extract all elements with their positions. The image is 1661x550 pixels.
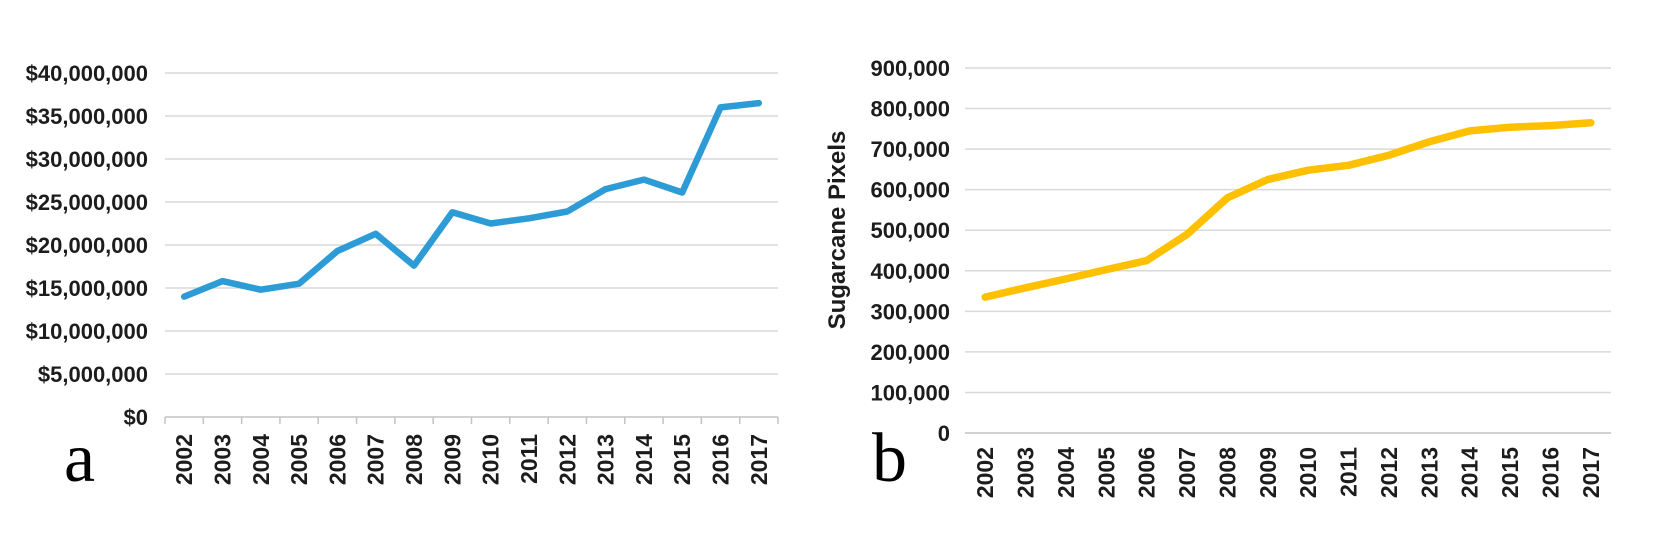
y-tick-label: $0 [124,405,148,430]
x-tick-label: 2013 [1416,447,1442,498]
x-tick-label: 2003 [209,434,235,485]
x-tick-label: 2005 [1093,447,1119,498]
series-line-a [180,99,763,300]
y-tick-label: 100,000 [870,380,950,405]
x-tick-label: 2014 [1457,447,1483,498]
y-tick-label: $15,000,000 [26,276,148,301]
x-tick-label: 2011 [516,434,542,484]
x-tick-label: 2004 [248,434,274,485]
x-tick-label: 2009 [1255,447,1281,498]
y-tick-label: 400,000 [870,259,950,284]
x-tick-label: 2008 [401,434,427,485]
chart-a-revenue-line-chart: $0 $5,000,000 $10,000,000 $15,000,000 $20,00… [26,61,779,485]
y-tick-label: $30,000,000 [26,147,148,172]
x-tick-label: 2016 [708,434,734,485]
y-tick-label: 700,000 [870,137,950,162]
x-tick-label: 2015 [669,434,695,485]
x-tick-label: 2008 [1214,447,1240,498]
y-tick-label: $5,000,000 [38,362,148,387]
panel-b-label: b [872,420,907,497]
x-tick-label: 2013 [593,434,619,485]
y-tick-label: $10,000,000 [26,319,148,344]
x-tick-label: 2014 [631,434,657,485]
y-tick-label: 300,000 [870,299,950,324]
x-tick-label: 2011 [1336,447,1362,497]
y-tick-label: 600,000 [870,178,950,203]
x-tick-label: 2009 [439,434,465,485]
x-tick-label: 2003 [1013,447,1039,498]
x-tick-label: 2006 [1134,447,1160,498]
y-tick-label: $25,000,000 [26,190,148,215]
chart-b-y-axis-title: Sugarcane Pixels [824,130,851,330]
chart-b-sugarcane-pixels-line-chart: 0 100,000 200,000 300,000 400,000 500,000 600,… [870,56,1611,498]
x-tick-label: 2002 [972,447,998,498]
x-tick-label: 2004 [1053,447,1079,498]
y-tick-label: 900,000 [870,56,950,81]
y-tick-label: 0 [938,421,950,446]
x-tick-label: 2010 [478,434,504,485]
x-tick-label: 2007 [1174,447,1200,498]
x-tick-label: 2012 [554,434,580,485]
y-tick-label: $40,000,000 [26,61,148,86]
x-tick-label: 2002 [171,434,197,485]
x-tick-label: 2017 [1578,447,1604,498]
x-tick-label: 2015 [1497,447,1523,498]
x-tick-label: 2007 [363,434,389,485]
y-tick-label: 200,000 [870,340,950,365]
x-tick-label: 2017 [746,434,772,485]
panel-a-label: a [64,420,96,497]
x-tick-label: 2012 [1376,447,1402,498]
x-tick-label: 2006 [324,434,350,485]
series-line-b [981,119,1595,301]
y-tick-label: 500,000 [870,218,950,243]
x-tick-label: 2005 [286,434,312,485]
y-tick-label: $35,000,000 [26,104,148,129]
x-tick-label: 2016 [1537,447,1563,498]
y-tick-label: $20,000,000 [26,233,148,258]
x-tick-label: 2010 [1295,447,1321,498]
y-tick-label: 800,000 [870,97,950,122]
